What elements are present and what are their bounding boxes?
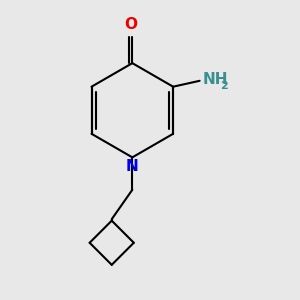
Text: 2: 2 <box>220 81 227 91</box>
Text: NH: NH <box>202 72 228 87</box>
Text: N: N <box>126 159 139 174</box>
Text: O: O <box>124 17 137 32</box>
